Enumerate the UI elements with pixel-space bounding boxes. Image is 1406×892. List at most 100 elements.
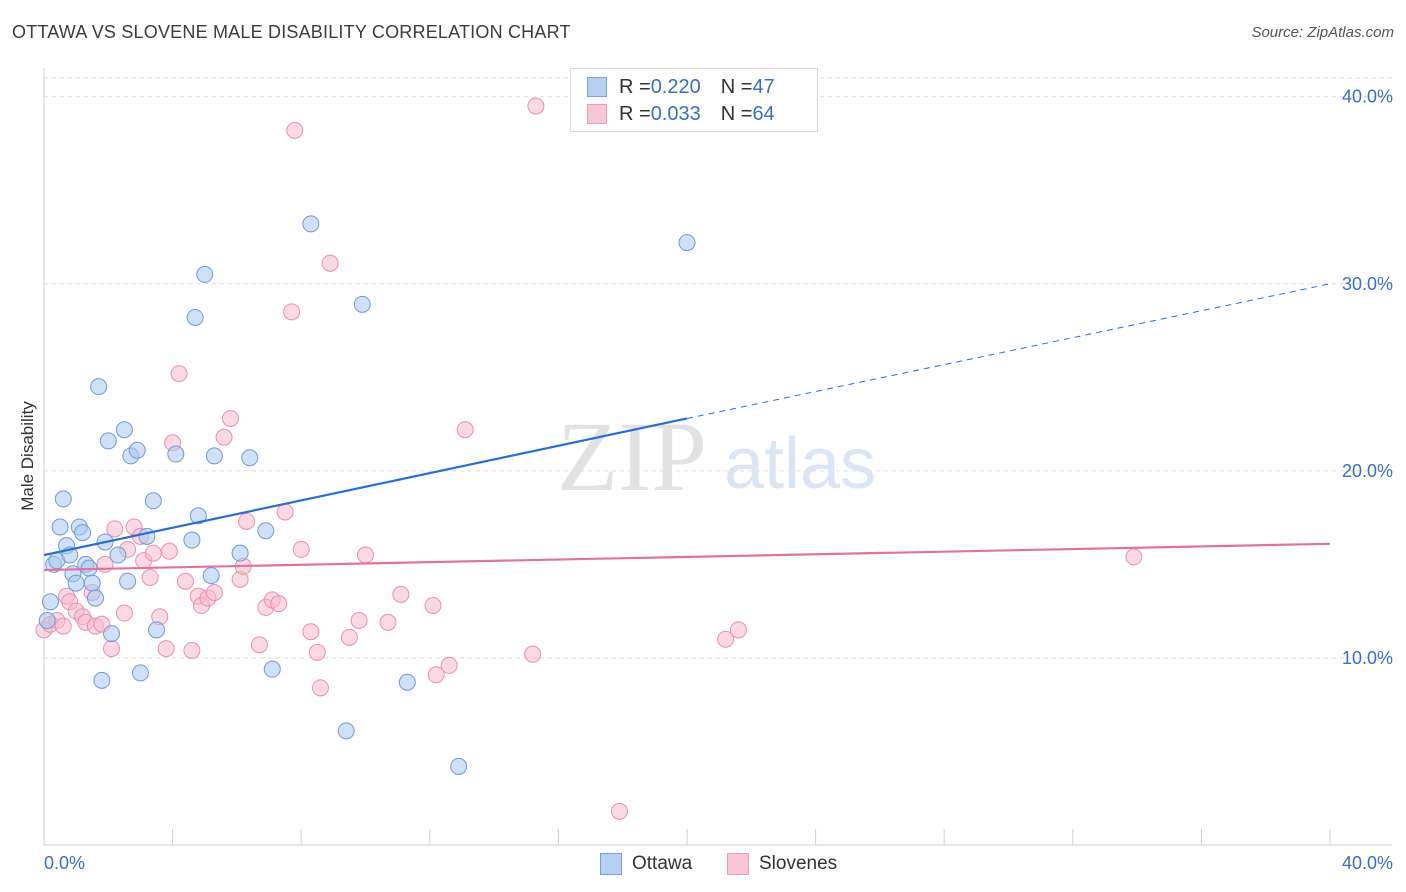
ottawa-r-value: 0.220 (650, 75, 701, 98)
ottawa-point[interactable] (241, 449, 259, 467)
slovenes-legend-label: Slovenes (759, 853, 838, 874)
slovenes-n-label: N = (720, 102, 753, 125)
slovenes-point[interactable] (283, 303, 301, 321)
slovenes-point[interactable] (270, 595, 288, 613)
ottawa-point[interactable] (183, 531, 201, 549)
chart-title: OTTAWA VS SLOVENE MALE DISABILITY CORREL… (12, 22, 571, 42)
slovenes-point[interactable] (456, 421, 474, 439)
slovenes-point[interactable] (183, 641, 201, 659)
ottawa-point[interactable] (302, 215, 320, 233)
ottawa-point[interactable] (138, 527, 156, 545)
ottawa-point[interactable] (678, 234, 696, 252)
slovenes-point[interactable] (424, 597, 442, 615)
ottawa-point[interactable] (90, 378, 108, 396)
ottawa-point[interactable] (67, 574, 85, 592)
slovenes-point[interactable] (157, 640, 175, 658)
ottawa-point[interactable] (131, 664, 149, 682)
ottawa-point[interactable] (202, 567, 220, 585)
slovenes-point[interactable] (308, 643, 326, 661)
ottawa-point[interactable] (167, 445, 185, 463)
ottawa-r-label: R = (619, 75, 651, 98)
slovenes-point[interactable] (1125, 548, 1143, 566)
ottawa-legend-label: Ottawa (632, 853, 693, 874)
slovenes-point[interactable] (250, 636, 268, 654)
y-tick-label: 10.0% (1342, 648, 1393, 668)
legend-row-ottawa: R = 0.220 N = 47 (587, 76, 775, 98)
ottawa-point[interactable] (231, 544, 249, 562)
y-tick-label: 30.0% (1342, 274, 1393, 294)
slovenes-point[interactable] (392, 585, 410, 603)
slovenes-point[interactable] (524, 645, 542, 663)
slovenes-point[interactable] (717, 630, 735, 648)
watermark-atlas: atlas (724, 424, 876, 504)
slovenes-point[interactable] (276, 503, 294, 521)
slovenes-point[interactable] (221, 409, 239, 427)
ottawa-point[interactable] (148, 621, 166, 639)
slovenes-point[interactable] (141, 568, 159, 586)
slovenes-point[interactable] (357, 546, 374, 564)
slovenes-point[interactable] (440, 656, 458, 674)
ottawa-point[interactable] (38, 612, 56, 630)
slovenes-point[interactable] (286, 121, 304, 139)
ottawa-point[interactable] (398, 673, 416, 691)
slovenes-point[interactable] (350, 612, 368, 630)
source-label: Source: ZipAtlas.com (1251, 24, 1394, 41)
slovenes-point[interactable] (106, 520, 124, 538)
ottawa-point[interactable] (109, 546, 127, 564)
ottawa-point[interactable] (119, 572, 137, 590)
slovenes-point[interactable] (527, 97, 545, 115)
ottawa-point[interactable] (54, 490, 72, 508)
slovenes-point[interactable] (103, 640, 121, 658)
ottawa-point[interactable] (99, 432, 117, 450)
ottawa-point[interactable] (144, 492, 162, 510)
slovenes-point[interactable] (292, 540, 310, 558)
ottawa-point[interactable] (257, 522, 275, 540)
slovenes-point[interactable] (205, 583, 223, 601)
legend-item-slovenes[interactable]: Slovenes (727, 853, 837, 875)
slovenes-point[interactable] (170, 365, 188, 383)
slovenes-point[interactable] (379, 613, 397, 631)
ottawa-point[interactable] (103, 625, 121, 643)
slovenes-point[interactable] (54, 617, 72, 635)
slovenes-r-value: 0.033 (650, 102, 701, 125)
slovenes-point[interactable] (340, 628, 358, 646)
slovenes-point[interactable] (729, 621, 747, 639)
ottawa-point[interactable] (41, 593, 59, 611)
ottawa-point[interactable] (186, 308, 204, 326)
ottawa-point[interactable] (263, 660, 281, 678)
ottawa-point[interactable] (353, 295, 371, 313)
slovenes-point[interactable] (215, 428, 233, 446)
ottawa-point[interactable] (128, 441, 146, 459)
ottawa-point[interactable] (93, 671, 111, 689)
ottawa-point[interactable] (189, 507, 207, 525)
ottawa-n-label: N = (720, 75, 753, 98)
slovenes-point[interactable] (160, 542, 178, 560)
ottawa-point[interactable] (74, 524, 92, 542)
slovenes-point[interactable] (427, 666, 445, 684)
ottawa-point[interactable] (115, 421, 133, 439)
ottawa-swatch (587, 77, 607, 97)
ottawa-point[interactable] (196, 265, 214, 283)
slovenes-point[interactable] (115, 604, 133, 622)
slovenes-point[interactable] (311, 679, 329, 697)
ottawa-point[interactable] (83, 574, 101, 592)
ottawa-point[interactable] (337, 722, 355, 740)
ottawa-point[interactable] (51, 518, 69, 536)
slovenes-point[interactable] (610, 802, 628, 820)
slovenes-point[interactable] (302, 623, 320, 641)
watermark-zip: ZIP (557, 401, 707, 512)
legend-item-ottawa[interactable]: Ottawa (600, 853, 692, 875)
trend-lines (43, 283, 1331, 572)
x-tick-label-max: 40.0% (1342, 853, 1393, 873)
ottawa-point[interactable] (450, 757, 468, 775)
slovenes-point[interactable] (321, 254, 339, 272)
slovenes-point[interactable] (144, 544, 162, 562)
slovenes-point[interactable] (238, 512, 256, 530)
slovenes-point[interactable] (176, 572, 194, 590)
ottawa-point[interactable] (86, 589, 104, 607)
slovenes-points (35, 97, 1143, 820)
ottawa-point[interactable] (205, 447, 223, 465)
ottawa-trend-line (43, 417, 688, 557)
watermark: ZIP atlas (557, 401, 876, 512)
